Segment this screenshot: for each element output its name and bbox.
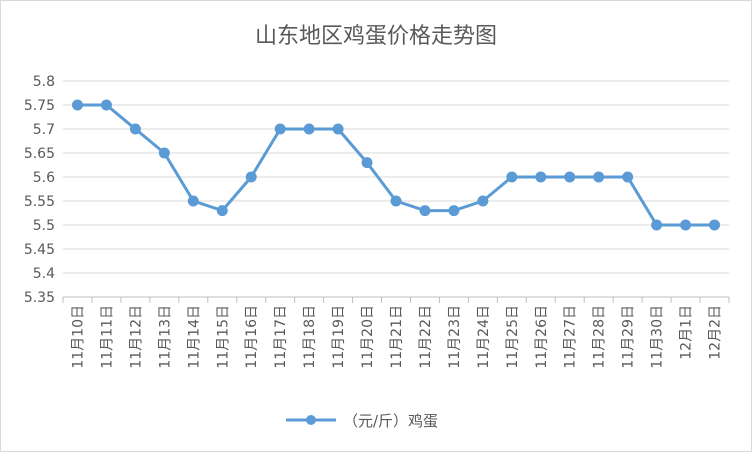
data-point bbox=[332, 123, 344, 135]
x-tick-label: 11月13日 bbox=[157, 305, 173, 369]
x-tick-label: 11月26日 bbox=[534, 305, 550, 369]
x-tick-label: 11月30日 bbox=[650, 305, 666, 369]
data-point bbox=[709, 219, 721, 231]
y-tick-label: 5.8 bbox=[33, 74, 55, 90]
x-tick-label: 11月14日 bbox=[186, 305, 202, 369]
y-tick-label: 5.45 bbox=[24, 242, 55, 258]
data-point bbox=[100, 99, 112, 111]
x-tick-label: 11月21日 bbox=[389, 305, 405, 369]
x-tick-label: 11月12日 bbox=[128, 305, 144, 369]
y-tick-label: 5.75 bbox=[24, 98, 55, 114]
x-tick-label: 12月2日 bbox=[708, 305, 724, 360]
data-point bbox=[158, 147, 170, 159]
data-point bbox=[448, 205, 460, 217]
y-tick-label: 5.6 bbox=[33, 170, 55, 186]
y-tick-label: 5.65 bbox=[24, 146, 55, 162]
chart-title: 山东地区鸡蛋价格走势图 bbox=[255, 24, 497, 49]
y-axis-tick-labels: 5.35 5.4 5.45 5.5 5.55 5.6 5.65 5.7 5.75 5.8 bbox=[24, 74, 55, 306]
x-tick-label: 11月25日 bbox=[505, 305, 521, 369]
x-tick-label: 11月20日 bbox=[360, 305, 376, 369]
data-point bbox=[622, 171, 634, 183]
x-tick-label: 11月29日 bbox=[621, 305, 637, 369]
data-point bbox=[506, 171, 518, 183]
x-tick-label: 11月18日 bbox=[302, 305, 318, 369]
x-axis-tick-labels: 11月10日 11月11日 11月12日 11月13日 11月14日 11月15日 11月1… bbox=[70, 305, 723, 369]
x-tick-label: 11月24日 bbox=[476, 305, 492, 369]
data-point bbox=[564, 171, 576, 183]
legend: （元/斤）鸡蛋 bbox=[286, 412, 438, 430]
x-tick-label: 11月23日 bbox=[447, 305, 463, 369]
x-tick-label: 11月16日 bbox=[244, 305, 260, 369]
y-tick-label: 5.4 bbox=[33, 266, 55, 282]
data-point bbox=[680, 219, 692, 231]
data-point bbox=[390, 195, 402, 207]
x-tick-label: 11月27日 bbox=[563, 305, 579, 369]
data-point bbox=[129, 123, 141, 135]
data-point bbox=[274, 123, 286, 135]
data-point bbox=[535, 171, 547, 183]
x-tick-label: 11月28日 bbox=[592, 305, 608, 369]
legend-series-label: （元/斤）鸡蛋 bbox=[343, 412, 438, 430]
data-point bbox=[593, 171, 605, 183]
y-tick-label: 5.7 bbox=[33, 122, 55, 138]
y-tick-label: 5.5 bbox=[33, 218, 55, 234]
x-tick-label: 11月17日 bbox=[273, 305, 289, 369]
data-point bbox=[361, 157, 373, 169]
data-point bbox=[651, 219, 663, 231]
y-tick-label: 5.55 bbox=[24, 194, 55, 210]
x-tick-label: 11月15日 bbox=[215, 305, 231, 369]
x-tick-label: 11月11日 bbox=[99, 305, 115, 369]
x-tick-label: 11月22日 bbox=[418, 305, 434, 369]
x-tick-label: 11月10日 bbox=[70, 305, 86, 369]
x-tick-label: 12月1日 bbox=[679, 305, 695, 360]
data-point bbox=[216, 205, 228, 217]
data-point bbox=[71, 99, 83, 111]
gridlines bbox=[63, 80, 729, 274]
data-point bbox=[419, 205, 431, 217]
data-point bbox=[245, 171, 257, 183]
series-line bbox=[71, 99, 721, 231]
y-tick-label: 5.35 bbox=[24, 290, 55, 306]
data-point bbox=[187, 195, 199, 207]
data-point bbox=[477, 195, 489, 207]
legend-point-marker bbox=[306, 415, 316, 425]
x-tick-label: 11月19日 bbox=[331, 305, 347, 369]
data-point bbox=[303, 123, 315, 135]
axes bbox=[62, 296, 730, 303]
series-polyline bbox=[77, 103, 715, 227]
